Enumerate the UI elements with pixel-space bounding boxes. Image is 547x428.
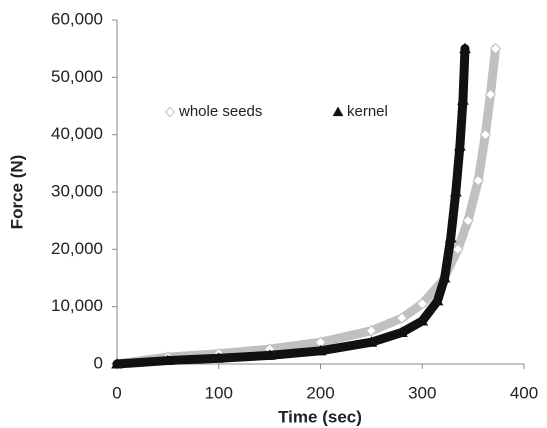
legend-marker bbox=[164, 106, 176, 118]
legend-label: kernel bbox=[347, 103, 388, 120]
data-point bbox=[472, 174, 484, 187]
data-point bbox=[396, 326, 408, 337]
data-point bbox=[416, 298, 428, 310]
data-point bbox=[457, 94, 469, 105]
y-tick-label: 30,000 bbox=[51, 181, 103, 200]
data-point bbox=[449, 185, 462, 197]
data-point bbox=[314, 344, 327, 356]
data-point bbox=[162, 354, 174, 366]
data-point bbox=[459, 42, 471, 54]
y-tick-label: 10,000 bbox=[51, 296, 103, 315]
legend-label: whole seeds bbox=[178, 103, 262, 120]
x-tick-label: 300 bbox=[408, 383, 436, 402]
y-tick-label: 40,000 bbox=[51, 124, 103, 143]
y-tick-label: 0 bbox=[94, 353, 103, 372]
data-point bbox=[396, 312, 408, 324]
series-band bbox=[112, 44, 470, 369]
legend-marker bbox=[332, 106, 344, 117]
data-point bbox=[365, 336, 378, 347]
data-point bbox=[416, 314, 429, 326]
data-point bbox=[489, 42, 502, 55]
data-point bbox=[365, 325, 378, 337]
data-point bbox=[454, 140, 466, 151]
data-point bbox=[438, 271, 451, 283]
x-axis-title: Time (sec) bbox=[278, 407, 362, 426]
series-band bbox=[112, 44, 501, 369]
data-point bbox=[462, 214, 474, 227]
data-point bbox=[263, 349, 276, 360]
x-tick-label: 200 bbox=[306, 383, 334, 402]
y-axis-title: Force (N) bbox=[7, 155, 26, 230]
data-point bbox=[452, 243, 464, 256]
x-tick-label: 0 bbox=[112, 383, 121, 402]
y-tick-label: 20,000 bbox=[51, 239, 103, 258]
data-point bbox=[111, 357, 123, 369]
data-point bbox=[479, 128, 492, 141]
x-tick-label: 100 bbox=[205, 383, 233, 402]
data-point bbox=[431, 294, 444, 306]
y-tick-label: 60,000 bbox=[51, 9, 103, 28]
data-point bbox=[444, 231, 457, 243]
data-point bbox=[484, 88, 497, 101]
y-tick-label: 50,000 bbox=[51, 67, 103, 86]
data-point bbox=[212, 352, 225, 363]
x-tick-label: 400 bbox=[510, 383, 538, 402]
